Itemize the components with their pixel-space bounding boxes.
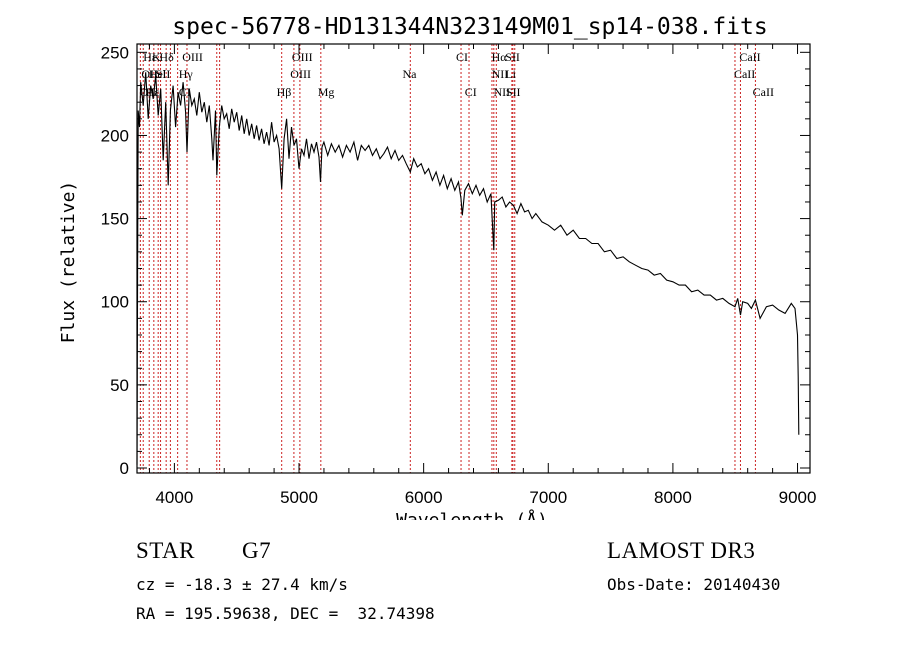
y-tick-label: 200 (101, 126, 129, 145)
plot-frame (136, 43, 811, 474)
spectral-line-markers (139, 44, 756, 473)
object-class: STAR (136, 538, 195, 563)
spectral-line-label: Hβ (277, 85, 292, 99)
spectral-line-label: NII (492, 67, 509, 81)
y-axis-label: Flux (relative) (58, 181, 79, 344)
x-axis-ticks: 4000 5000 6000 7000 8000 9000 (148, 44, 817, 507)
spectral-line-label: CI (465, 85, 477, 99)
spectral-line-label: CaII (753, 85, 774, 99)
x-axis-label: Wavelength (Å) (396, 509, 548, 520)
y-tick-label: 100 (101, 293, 129, 312)
x-tick-label: 8000 (654, 488, 692, 507)
survey-name: LAMOST DR3 (607, 538, 756, 563)
object-subclass: G7 (242, 538, 272, 563)
y-tick-label: 50 (110, 376, 129, 395)
spectral-line-label: SII (506, 85, 521, 99)
y-tick-label: 0 (120, 459, 129, 478)
y-axis-ticks: 0 50 100 150 200 250 (101, 43, 810, 478)
y-tick-label: 250 (101, 43, 129, 62)
spectral-line-label: SII (505, 50, 520, 64)
spectral-line-label: Li (505, 67, 516, 81)
x-tick-label: 9000 (779, 488, 817, 507)
chart-title: spec-56778-HD131344N323149M01_sp14-038.f… (172, 14, 767, 40)
observation-date: Obs-Date: 20140430 (607, 575, 781, 594)
spectral-line-label: OIII (292, 50, 313, 64)
x-tick-label: 6000 (405, 488, 443, 507)
spectral-line-label: CI (456, 50, 468, 64)
spectral-line-label: CaII (734, 67, 755, 81)
redshift-readout: cz = -18.3 ± 27.4 km/s (136, 575, 348, 594)
spectral-line-label: CaII (739, 50, 760, 64)
spectral-line-label: Mg (318, 85, 335, 99)
spectral-line-label: OIII (182, 50, 203, 64)
spectral-line-label: NII (493, 85, 510, 99)
spectral-line-label: Hγ (179, 67, 194, 81)
spectrum-line (136, 72, 800, 465)
spectral-line-label: Hα (492, 50, 508, 64)
x-tick-label: 4000 (155, 488, 193, 507)
spectral-line-label: K (152, 50, 161, 64)
x-tick-label: 5000 (280, 488, 318, 507)
spectral-line-label: Hδ (159, 50, 174, 64)
coordinates-readout: RA = 195.59638, DEC = 32.74398 (136, 604, 435, 623)
spectral-line-label: Hε (143, 50, 157, 64)
spectral-line-label: OIII (290, 67, 311, 81)
spectrum-plot: spec-56778-HD131344N323149M01_sp14-038.f… (58, 14, 817, 520)
spectral-line-label: Hel (149, 67, 167, 81)
spectral-line-label: Na (402, 67, 417, 81)
x-tick-label: 7000 (529, 488, 567, 507)
spectral-line-label: SII (156, 67, 171, 81)
y-tick-label: 150 (101, 210, 129, 229)
